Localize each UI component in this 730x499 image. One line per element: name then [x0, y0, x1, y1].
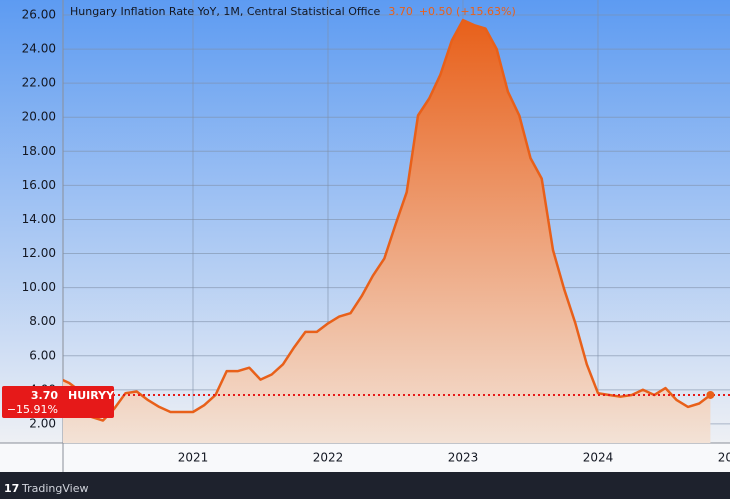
price-tag-change: −15.91%: [7, 403, 58, 416]
y-tick-label: 22.00: [22, 76, 56, 90]
price-tag-symbol: HUIRYY: [68, 389, 115, 402]
y-tick-label: 24.00: [22, 42, 56, 56]
legend: Hungary Inflation Rate YoY, 1M, Central …: [70, 5, 516, 18]
x-tick-label: 2024: [583, 451, 614, 465]
line: [63, 18, 712, 422]
price-tag: 3.70 HUIRYY −15.91%: [2, 386, 115, 418]
y-tick-label: 14.00: [22, 212, 56, 226]
footer: [0, 472, 730, 499]
y-tick-label: 16.00: [22, 178, 56, 192]
y-tick-label: 20.00: [22, 110, 56, 124]
legend-value: 3.70: [388, 5, 413, 18]
area: [63, 20, 711, 443]
legend-title: Hungary Inflation Rate YoY, 1M, Central …: [70, 5, 381, 18]
legend-change: +0.50 (+15.63%): [419, 5, 516, 18]
price-tag-value: 3.70: [31, 389, 58, 402]
x-tick-label: 2025: [718, 451, 730, 465]
y-tick-label: 12.00: [22, 246, 56, 260]
x-tick-label: 2023: [448, 451, 479, 465]
last-point: [706, 390, 715, 399]
price-tag-box: [2, 386, 114, 418]
x-tick-label: 2021: [178, 451, 209, 465]
y-tick-label: 2.00: [29, 416, 56, 430]
y-tick-label: 8.00: [29, 314, 56, 328]
y-tick-label: 6.00: [29, 348, 56, 362]
y-tick-label: 10.00: [22, 280, 56, 294]
x-axis-strip: [0, 443, 730, 472]
y-tick-label: 18.00: [22, 144, 56, 158]
brand-logo: 17: [4, 482, 19, 495]
y-tick-label: 26.00: [22, 7, 56, 21]
x-tick-label: 2022: [313, 451, 344, 465]
brand: TradingView: [21, 482, 88, 495]
